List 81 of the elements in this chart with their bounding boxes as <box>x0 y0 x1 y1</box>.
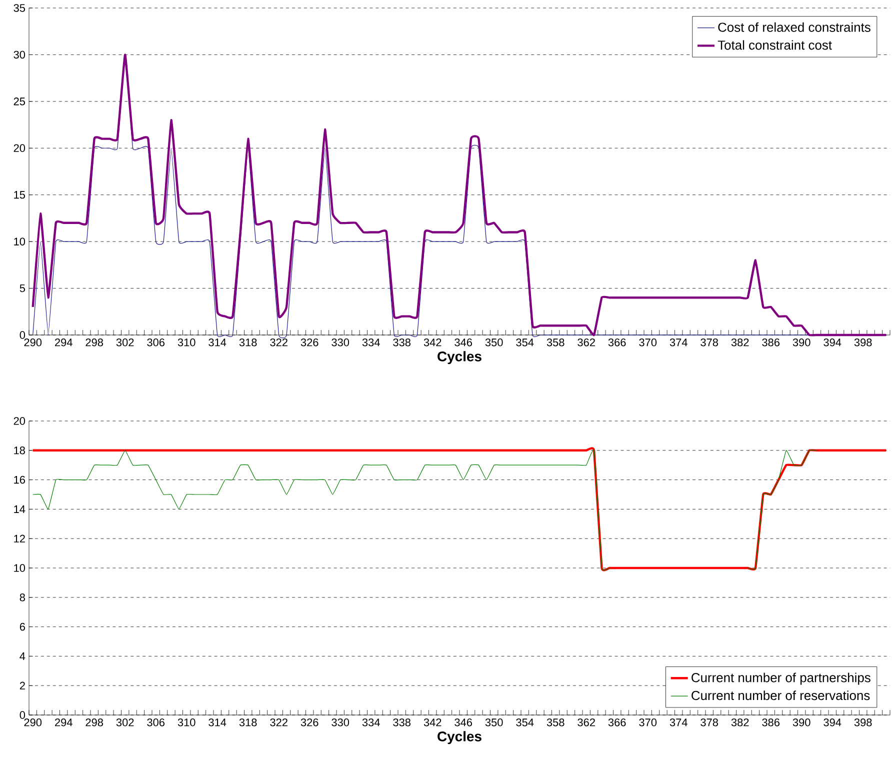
y-tick-label: 0 <box>20 331 26 339</box>
x-tick-label: 382 <box>731 718 749 726</box>
x-tick-label: 294 <box>55 718 72 726</box>
legend-label: Current number of partnerships <box>692 672 870 685</box>
x-tick-label: 354 <box>516 338 534 346</box>
x-tick-label: 386 <box>762 718 780 726</box>
x-axis-title: Cycles <box>438 351 482 364</box>
x-tick-label: 378 <box>700 718 718 726</box>
y-tick-label: 16 <box>14 476 25 484</box>
legend-label: Cost of relaxed constraints <box>718 22 870 32</box>
x-tick-label: 390 <box>792 718 810 726</box>
x-tick-label: 386 <box>762 338 780 346</box>
y-tick-label: 4 <box>20 652 26 660</box>
x-tick-label: 306 <box>147 338 164 346</box>
x-tick-label: 338 <box>393 718 410 726</box>
x-tick-label: 370 <box>639 718 657 726</box>
x-tick-label: 334 <box>362 338 380 346</box>
x-tick-label: 354 <box>516 718 534 726</box>
y-tick-label: 30 <box>14 50 26 59</box>
x-tick-label: 326 <box>300 718 318 726</box>
legend-label: Total constraint cost <box>718 40 832 50</box>
y-tick-label: 35 <box>14 4 26 12</box>
x-tick-label: 302 <box>116 338 134 346</box>
x-tick-label: 398 <box>854 338 872 346</box>
x-tick-label: 294 <box>55 338 72 346</box>
x-tick-label: 366 <box>608 338 626 346</box>
x-tick-label: 378 <box>700 338 718 346</box>
x-tick-label: 290 <box>24 338 42 346</box>
y-tick-label: 8 <box>20 594 25 602</box>
x-tick-label: 322 <box>270 718 288 726</box>
x-tick-label: 350 <box>485 718 503 726</box>
legend-label: Current number of reservations <box>692 690 870 700</box>
x-tick-label: 318 <box>239 718 257 726</box>
x-tick-label: 358 <box>546 718 564 726</box>
x-tick-label: 298 <box>86 718 103 726</box>
x-tick-label: 310 <box>178 338 196 346</box>
x-tick-label: 326 <box>300 338 318 346</box>
y-tick-label: 5 <box>20 284 26 292</box>
x-tick-label: 346 <box>454 338 472 346</box>
x-tick-label: 306 <box>147 718 164 726</box>
y-tick-label: 20 <box>14 417 26 425</box>
x-tick-label: 366 <box>608 718 626 726</box>
x-tick-label: 362 <box>578 718 595 726</box>
x-tick-label: 322 <box>270 338 288 346</box>
x-tick-label: 374 <box>670 718 688 726</box>
x-tick-label: 314 <box>208 718 226 726</box>
x-axis-title: Cycles <box>438 731 482 744</box>
x-tick-label: 374 <box>670 338 688 346</box>
x-tick-label: 390 <box>792 338 810 346</box>
y-tick-label: 2 <box>20 682 25 690</box>
x-tick-label: 334 <box>362 718 380 726</box>
y-tick-label: 12 <box>14 534 25 542</box>
x-tick-label: 358 <box>546 338 564 346</box>
y-tick-label: 15 <box>14 191 26 199</box>
y-tick-label: 0 <box>20 711 26 719</box>
x-tick-label: 342 <box>424 718 442 726</box>
x-tick-label: 338 <box>393 338 410 346</box>
x-tick-label: 382 <box>731 338 749 346</box>
x-tick-label: 350 <box>485 338 503 346</box>
x-tick-label: 318 <box>239 338 257 346</box>
x-tick-label: 370 <box>639 338 657 346</box>
x-tick-label: 394 <box>824 338 842 346</box>
x-tick-label: 342 <box>424 338 442 346</box>
y-tick-label: 14 <box>14 505 26 513</box>
x-tick-label: 302 <box>116 718 134 726</box>
x-tick-label: 314 <box>208 338 226 346</box>
y-tick-label: 6 <box>20 622 25 631</box>
x-tick-label: 394 <box>824 718 842 726</box>
x-tick-label: 330 <box>332 718 350 726</box>
x-tick-label: 398 <box>854 718 872 726</box>
y-tick-label: 10 <box>14 564 26 572</box>
x-tick-label: 310 <box>178 718 196 726</box>
y-tick-label: 18 <box>14 446 25 454</box>
x-tick-label: 346 <box>454 718 472 726</box>
x-tick-label: 290 <box>24 718 42 726</box>
y-tick-label: 20 <box>14 144 26 152</box>
y-tick-label: 25 <box>14 98 26 106</box>
x-tick-label: 362 <box>578 338 595 346</box>
y-tick-label: 10 <box>14 238 26 246</box>
x-tick-label: 298 <box>86 338 103 346</box>
x-tick-label: 330 <box>332 338 350 346</box>
